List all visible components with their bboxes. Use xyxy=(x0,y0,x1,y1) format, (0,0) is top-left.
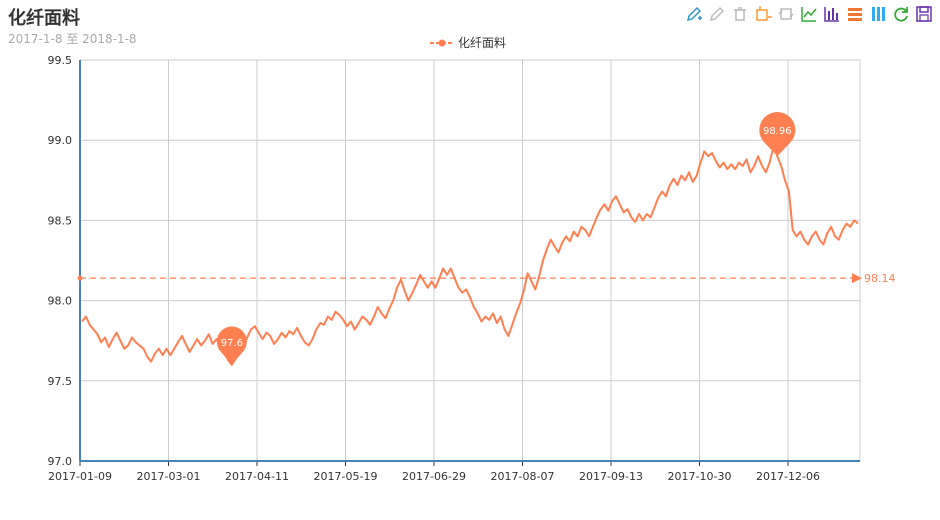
restore-icon[interactable] xyxy=(891,4,911,24)
y-tick-label: 98.0 xyxy=(48,295,73,308)
toolbox xyxy=(684,4,934,24)
x-tick-label: 2017-06-29 xyxy=(402,470,466,483)
mark-point-label: 98.96 xyxy=(763,126,792,137)
mark-icon[interactable] xyxy=(684,4,704,24)
stack-icon[interactable] xyxy=(845,4,865,24)
x-tick-label: 2017-04-11 xyxy=(225,470,289,483)
data-zoom-icon[interactable] xyxy=(753,4,773,24)
x-tick-label: 2017-08-07 xyxy=(491,470,555,483)
save-image-icon[interactable] xyxy=(914,4,934,24)
y-tick-label: 97.5 xyxy=(48,375,73,388)
legend-label: 化纤面料 xyxy=(458,36,507,50)
y-tick-label: 99.5 xyxy=(48,54,73,67)
grid xyxy=(80,59,861,462)
max-mark-point: 98.96 xyxy=(759,111,796,157)
series-path xyxy=(81,145,859,366)
mark-pin xyxy=(216,326,247,365)
x-tick-label: 2017-05-19 xyxy=(314,470,378,483)
x-tick-label: 2017-01-09 xyxy=(48,470,112,483)
legend-line-icon xyxy=(430,39,454,46)
y-tick-label: 97.0 xyxy=(48,455,73,468)
chart-title: 化纤面料 xyxy=(8,8,80,29)
mark-pin xyxy=(759,111,796,157)
min-mark-point: 97.6 xyxy=(216,326,247,365)
mark-points: 98.96 97.6 xyxy=(216,111,796,365)
mark-point-label: 97.6 xyxy=(221,338,243,349)
x-tick-label: 2017-12-06 xyxy=(756,470,820,483)
data-zoom-reset-icon[interactable] xyxy=(776,4,796,24)
tiled-icon[interactable] xyxy=(868,4,888,24)
average-line-start xyxy=(77,275,83,281)
bar-chart-icon[interactable] xyxy=(822,4,842,24)
y-tick-label: 99.0 xyxy=(48,134,73,147)
average-line-label: 98.14 xyxy=(864,272,896,285)
legend-item[interactable]: 化纤面料 xyxy=(430,34,506,51)
x-tick-label: 2017-03-01 xyxy=(137,470,201,483)
average-markline: 98.14 xyxy=(77,272,896,285)
axes: 97.0 97.5 98.0 98.5 99.0 99.5 2017-01-09 2017-0… xyxy=(48,54,860,483)
line-chart-icon[interactable] xyxy=(799,4,819,24)
y-tick-label: 98.5 xyxy=(48,214,73,227)
series-line xyxy=(81,145,859,366)
x-tick-label: 2017-09-13 xyxy=(579,470,643,483)
mark-undo-icon[interactable] xyxy=(707,4,727,24)
mark-clear-icon[interactable] xyxy=(730,4,750,24)
average-line-arrow xyxy=(852,273,862,284)
chart-subtitle: 2017-1-8 至 2018-1-8 xyxy=(8,32,137,46)
x-tick-label: 2017-10-30 xyxy=(668,470,732,483)
